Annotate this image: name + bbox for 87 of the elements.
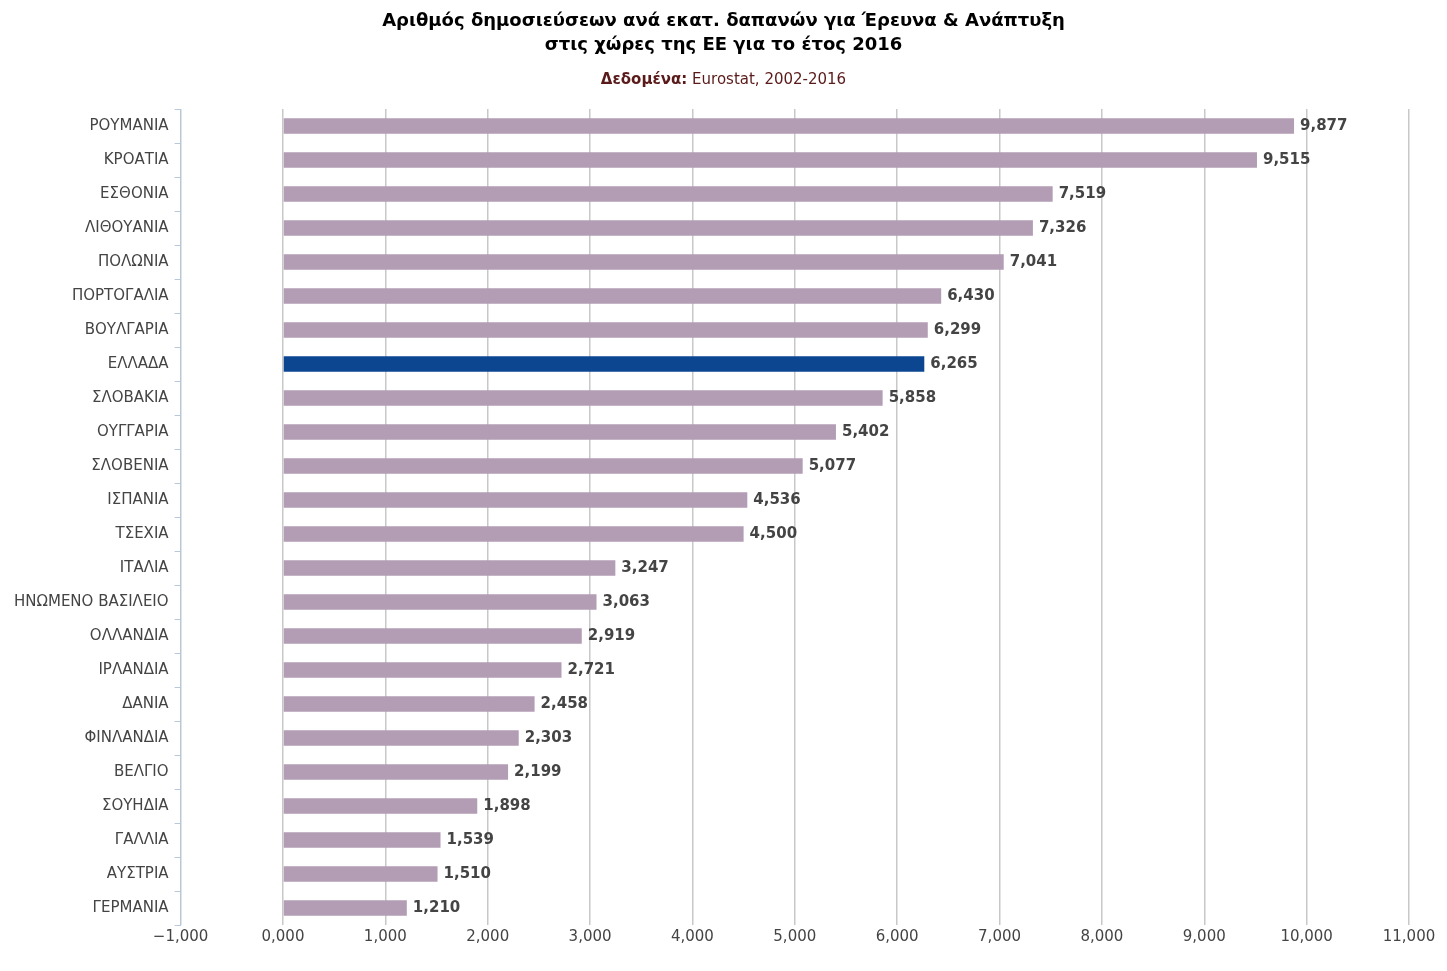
y-tick-label: ΒΟΥΛΓΑΡΙΑ: [84, 319, 170, 338]
bar: [283, 458, 803, 474]
data-label: 7,519: [1058, 183, 1107, 202]
y-tick-label: ΟΥΓΓΑΡΙΑ: [96, 421, 170, 440]
y-tick-label: ΙΣΠΑΝΙΑ: [107, 489, 170, 508]
x-tick-label: 2,000: [466, 926, 510, 945]
x-tick-label: 1,000: [363, 926, 407, 945]
x-tick-label: 6,000: [875, 926, 919, 945]
data-label: 1,539: [446, 829, 494, 848]
chart-subtitle: Δεδομένα: Eurostat, 2002-2016: [599, 70, 848, 88]
data-label: 9,515: [1262, 149, 1311, 168]
data-label: 1,510: [443, 863, 491, 882]
data-label: 1,898: [483, 795, 531, 814]
data-label: 2,303: [524, 727, 573, 746]
x-tick-label: 5,000: [773, 926, 817, 945]
bar: [283, 424, 836, 440]
data-label: 7,326: [1038, 217, 1087, 236]
x-tick-label: 0,000: [261, 926, 305, 945]
data-label: 6,299: [933, 319, 982, 338]
y-tick-label: ΤΣΕΧΙΑ: [114, 523, 170, 542]
x-tick-label: 4,000: [670, 926, 714, 945]
data-label: 5,077: [808, 455, 857, 474]
y-tick-label: ΗΝΩΜΕΝΟ ΒΑΣΙΛΕΙΟ: [13, 591, 169, 610]
bar: [283, 492, 748, 508]
y-tick-label: ΣΛΟΒΑΚΙΑ: [91, 387, 170, 406]
bar: [283, 356, 925, 372]
y-tick-label: ΚΡΟΑΤΙΑ: [103, 149, 170, 168]
chart-title: Αριθμός δημοσιεύσεων ανά εκατ. δαπανών για Έρευνα & Ανάπτυξη στις χώρες της ΕΕ για το έτος 2016: [381, 8, 1066, 56]
bar: [283, 730, 519, 746]
data-label: 5,402: [841, 421, 890, 440]
y-tick-label: ΦΙΝΛΑΝΔΙΑ: [84, 727, 170, 746]
data-label: 4,536: [753, 489, 801, 508]
data-label: 5,858: [888, 387, 937, 406]
y-tick-label: ΑΥΣΤΡΙΑ: [106, 863, 170, 882]
y-tick-label: ΓΕΡΜΑΝΙΑ: [92, 897, 170, 916]
data-label: 2,721: [567, 659, 615, 678]
x-tick-label: 3,000: [568, 926, 612, 945]
y-tick-label: ΙΡΛΑΝΔΙΑ: [98, 659, 170, 678]
data-label: 2,919: [587, 625, 636, 644]
x-tick-label: 7,000: [978, 926, 1022, 945]
bar: [283, 152, 1257, 168]
x-tick-label: 11,000: [1382, 926, 1436, 945]
data-label: 9,877: [1300, 115, 1348, 134]
y-tick-label: ΓΑΛΛΙΑ: [114, 829, 170, 848]
data-label: 6,265: [930, 353, 978, 372]
bar: [283, 900, 407, 916]
x-tick-label: 10,000: [1280, 926, 1333, 945]
data-label: 6,430: [947, 285, 995, 304]
x-tick-label: −1,000: [152, 926, 209, 945]
y-tick-label: ΣΛΟΒΕΝΙΑ: [91, 455, 170, 474]
bar: [283, 594, 597, 610]
data-label: 7,041: [1009, 251, 1058, 270]
x-tick-label: 9,000: [1182, 926, 1226, 945]
bar: [283, 866, 438, 882]
data-label: 2,199: [514, 761, 562, 780]
bar: [283, 288, 942, 304]
data-label: 3,063: [602, 591, 650, 610]
y-tick-label: ΟΛΛΑΝΔΙΑ: [89, 625, 170, 644]
bar: [283, 322, 928, 338]
bar: [283, 186, 1053, 202]
bar: [283, 526, 744, 542]
data-label: 1,210: [412, 897, 461, 916]
bar: [283, 662, 562, 678]
y-tick-label: ΡΟΥΜΑΝΙΑ: [89, 115, 170, 134]
data-label: 4,500: [749, 523, 798, 542]
bar: [283, 798, 478, 814]
y-tick-label: ΒΕΛΓΙΟ: [113, 761, 169, 780]
bar: [283, 118, 1295, 134]
bar: [283, 628, 582, 644]
bar: [283, 390, 883, 406]
y-tick-label: ΔΑΝΙΑ: [122, 693, 170, 712]
y-tick-label: ΣΟΥΗΔΙΑ: [101, 795, 170, 814]
bar: [283, 696, 535, 712]
data-label: 2,458: [540, 693, 589, 712]
bar: [283, 254, 1004, 270]
y-tick-label: ΛΙΘΟΥΑΝΙΑ: [84, 217, 170, 236]
bar: [283, 832, 441, 848]
y-tick-label: ΠΟΛΩΝΙΑ: [97, 251, 170, 270]
y-tick-label: ΕΛΛΑΔΑ: [107, 353, 170, 372]
bar: [283, 220, 1033, 236]
bar: [283, 764, 509, 780]
y-tick-label: ΙΤΑΛΙΑ: [119, 557, 170, 576]
data-label: 3,247: [621, 557, 669, 576]
y-tick-label: ΠΟΡΤΟΓΑΛΙΑ: [71, 285, 170, 304]
bar: [283, 560, 616, 576]
x-tick-label: 8,000: [1080, 926, 1124, 945]
y-tick-label: ΕΣΘΟΝΙΑ: [100, 183, 170, 202]
